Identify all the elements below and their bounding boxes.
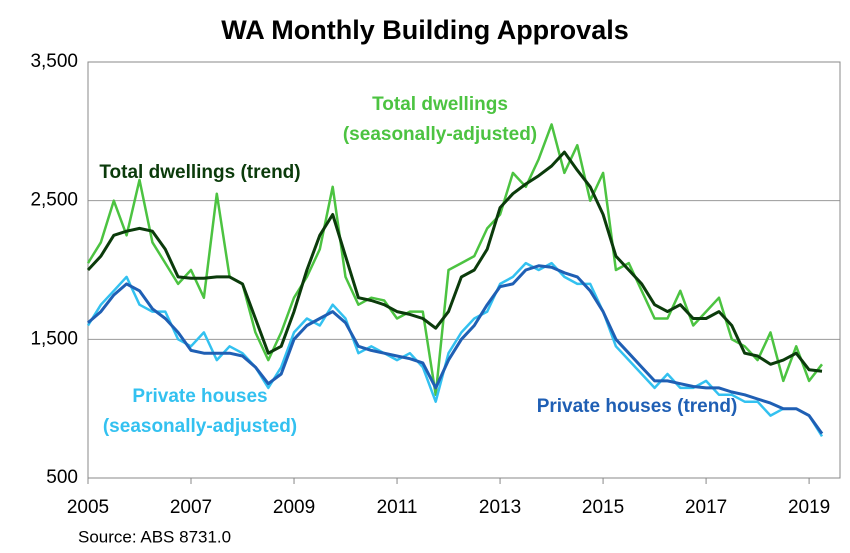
y-tick-label: 500 [46,467,78,488]
source-note: Source: ABS 8731.0 [78,527,231,546]
x-tick-label: 2011 [377,497,418,518]
series-label: (seasonally-adjusted) [343,124,537,145]
x-tick-label: 2017 [685,497,727,518]
x-tick-label: 2015 [582,497,624,518]
y-tick-label: 3,500 [30,51,78,72]
x-tick-label: 2005 [67,497,109,518]
series-label: (seasonally-adjusted) [103,416,297,437]
y-tick-label: 2,500 [30,190,78,211]
series-label: Total dwellings (trend) [99,162,300,183]
series-line [87,264,824,435]
x-tick-label: 2007 [170,497,212,518]
series-line [86,261,824,438]
y-tick-label: 1,500 [30,328,78,349]
series-label: Total dwellings [372,94,508,115]
x-tick-label: 2009 [273,497,315,518]
x-tick-label: 2013 [479,497,521,518]
series-label: Private houses [132,386,267,407]
series-line [86,150,823,373]
x-tick-label: 2019 [788,497,830,518]
series-label: Private houses (trend) [537,396,738,417]
chart-title: WA Monthly Building Approvals [221,15,628,45]
